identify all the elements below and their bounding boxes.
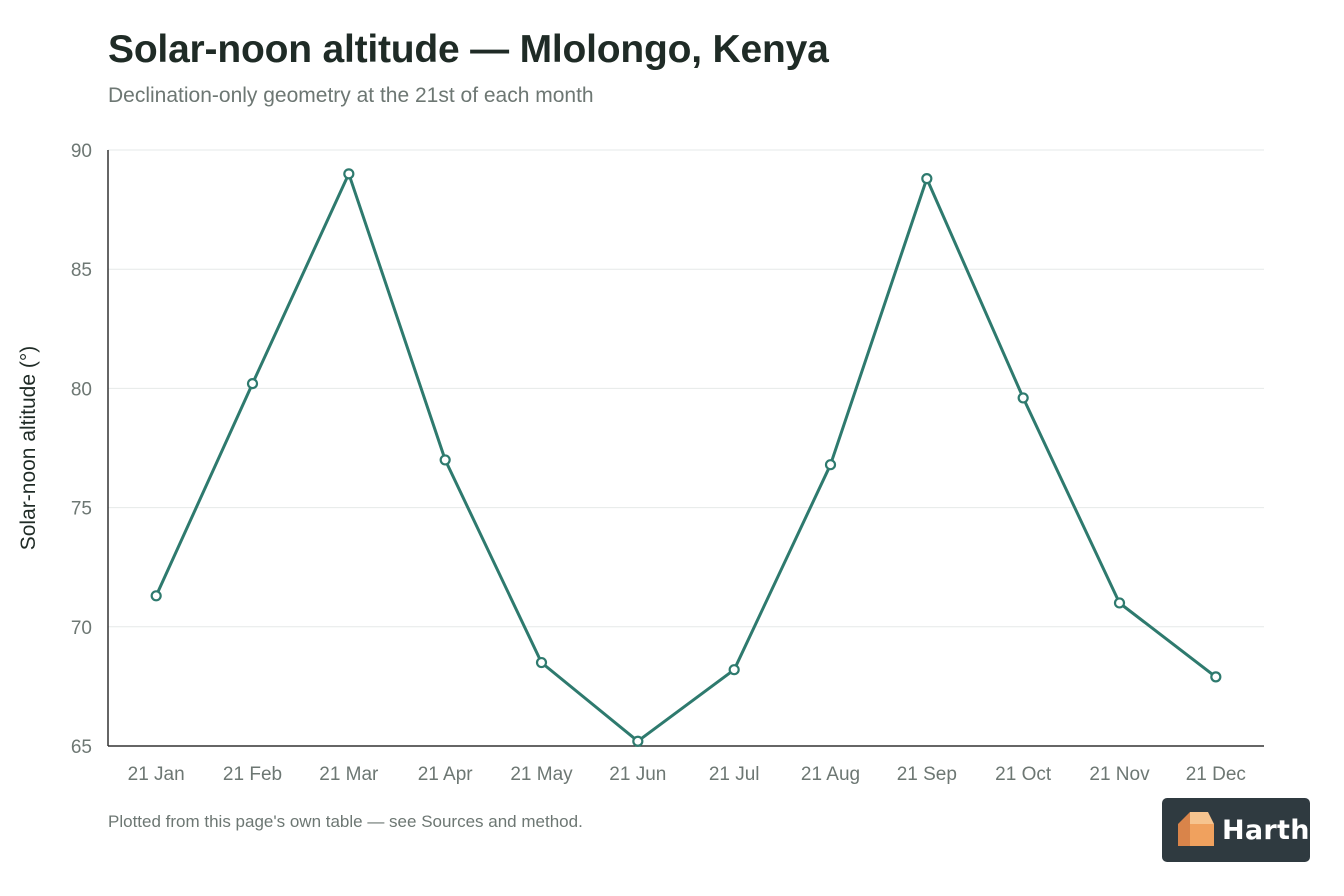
house-cube-icon (1178, 812, 1214, 846)
x-tick-label-3: 21 Apr (418, 764, 474, 785)
series-line (154, 172, 1218, 743)
data-point-11 (1210, 671, 1222, 683)
data-point-0 (150, 590, 162, 602)
axes (107, 150, 1264, 747)
data-point-5 (632, 735, 644, 747)
data-point-2 (343, 168, 355, 180)
x-tick-label-8: 21 Sep (897, 764, 957, 785)
x-tick-label-1: 21 Feb (223, 764, 282, 785)
x-tick-label-6: 21 Jul (709, 764, 760, 785)
x-tick-label-0: 21 Jan (128, 764, 185, 785)
x-tick-label-9: 21 Oct (995, 764, 1052, 785)
y-tick-label-4: 85 (71, 260, 92, 281)
y-tick-label-1: 70 (71, 618, 92, 639)
data-point-7 (824, 459, 837, 471)
data-point-9 (1017, 392, 1029, 404)
y-tick-labels: 65 70 75 80 85 90 (71, 141, 92, 758)
data-point-6 (728, 664, 740, 676)
x-tick-label-4: 21 May (510, 764, 573, 785)
x-tick-label-7: 21 Aug (801, 764, 860, 785)
series-altitude (150, 168, 1222, 747)
data-point-4 (535, 656, 548, 669)
y-tick-label-3: 80 (71, 379, 92, 400)
data-point-3 (439, 454, 451, 466)
x-tick-label-11: 21 Dec (1186, 764, 1246, 785)
source-footnote: Plotted from this page's own table — see… (108, 812, 583, 831)
data-point-1 (246, 378, 259, 390)
data-point-8 (921, 173, 933, 185)
brand-logo[interactable]: Harth (1162, 798, 1310, 862)
brand-logo-text: Harth (1222, 814, 1310, 846)
y-axis-label: Solar-noon altitude (°) (17, 346, 40, 551)
y-tick-label-2: 75 (71, 499, 92, 520)
x-tick-label-2: 21 Mar (319, 764, 379, 785)
y-tick-label-0: 65 (71, 737, 92, 758)
grid-lines (108, 149, 1264, 628)
data-point-10 (1113, 597, 1126, 609)
chart-subtitle: Declination-only geometry at the 21st of… (108, 84, 594, 107)
x-tick-label-10: 21 Nov (1089, 764, 1150, 785)
y-tick-label-5: 90 (71, 141, 92, 162)
x-tick-labels: 21 Jan 21 Feb 21 Mar 21 Apr 21 May 21 Jun 21 J… (128, 764, 1246, 785)
x-tick-label-5: 21 Jun (609, 764, 666, 785)
chart-title: Solar-noon altitude — Mlolongo, Kenya (108, 28, 829, 71)
